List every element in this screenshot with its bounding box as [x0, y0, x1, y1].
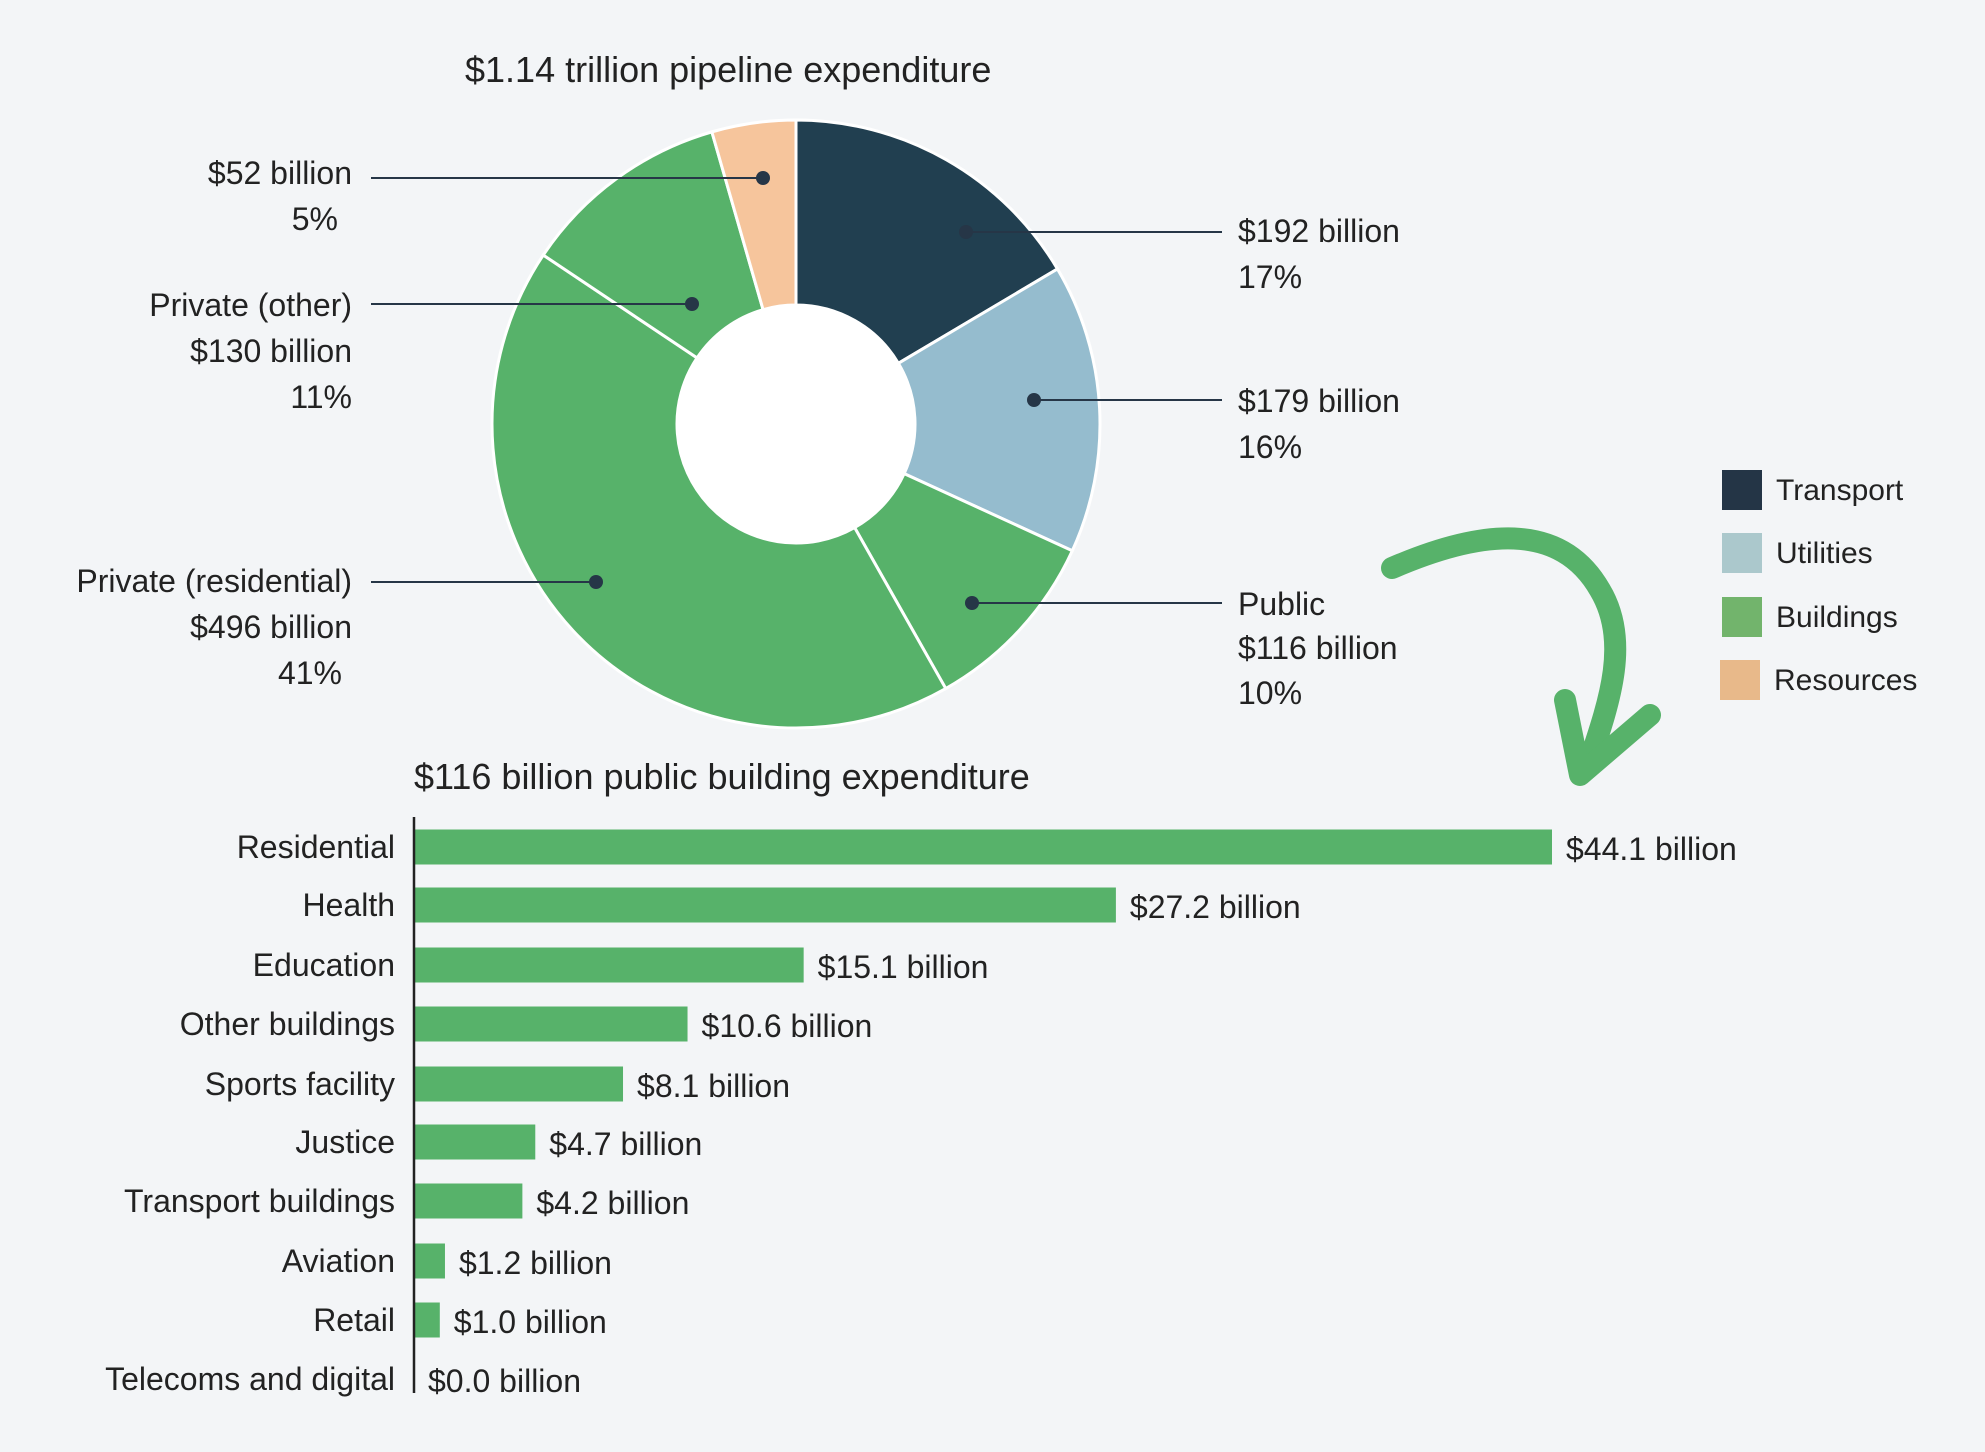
bar-value-label: $44.1 billion	[1566, 831, 1737, 867]
bar-value-label: $4.2 billion	[536, 1185, 690, 1221]
bar-category-label: Retail	[313, 1302, 395, 1338]
leader-dot-1	[1027, 393, 1041, 407]
label-private-other-value: $130 billion	[190, 333, 352, 369]
bar-5	[414, 1124, 536, 1160]
label-resources-value: $52 billion	[207, 155, 352, 191]
bar-3	[414, 1006, 688, 1042]
legend-label-buildings: Buildings	[1776, 601, 1898, 634]
legend-swatch-transport	[1722, 470, 1762, 510]
bar-category-label: Aviation	[281, 1243, 395, 1279]
legend-swatch-resources	[1720, 660, 1760, 700]
bar-7	[414, 1243, 445, 1279]
label-public-name: Public	[1238, 586, 1326, 622]
curved-arrow-icon	[1381, 527, 1627, 771]
legend-label-resources: Resources	[1774, 664, 1918, 697]
label-transport-pct: 17%	[1238, 259, 1303, 295]
arrow-head-icon	[1554, 689, 1661, 786]
bar-4	[414, 1066, 624, 1102]
donut-slice-5	[709, 118, 798, 312]
label-private-other-name: Private (other)	[149, 287, 352, 323]
label-private-res-value: $496 billion	[190, 609, 352, 645]
donut-slice-0	[794, 118, 1060, 366]
bar-category-label: Justice	[295, 1124, 395, 1160]
label-public-value: $116 billion	[1238, 630, 1398, 666]
bar-8	[414, 1302, 440, 1338]
bar-0	[414, 829, 1552, 865]
leader-dot-3	[589, 575, 603, 589]
label-resources-pct: 5%	[291, 201, 338, 237]
leader-dot-2	[965, 596, 979, 610]
bar-6	[414, 1183, 523, 1219]
label-private-res-name: Private (residential)	[76, 563, 352, 599]
legend-swatch-utilities	[1722, 533, 1762, 573]
bar-category-label: Sports facility	[204, 1066, 395, 1102]
label-transport-value: $192 billion	[1238, 213, 1400, 249]
bar-category-label: Residential	[236, 829, 395, 865]
donut-slice-2	[852, 471, 1075, 691]
legend-swatch-buildings	[1722, 597, 1762, 637]
leader-dot-4	[685, 297, 699, 311]
bar-1	[414, 887, 1116, 923]
bar-value-label: $15.1 billion	[817, 949, 989, 985]
leader-dot-0	[959, 225, 973, 239]
donut-slice-4	[541, 130, 765, 360]
label-public-pct: 10%	[1238, 675, 1303, 711]
bar-2	[414, 947, 804, 983]
bar-value-label: $10.6 billion	[701, 1008, 873, 1044]
bar-value-label: $27.2 billion	[1129, 889, 1301, 925]
bar-value-label: $4.7 billion	[549, 1126, 703, 1162]
leader-dot-5	[756, 171, 770, 185]
legend-label-transport: Transport	[1776, 474, 1904, 507]
bar-value-label: $0.0 billion	[428, 1363, 581, 1399]
label-private-other-pct: 11%	[290, 379, 352, 415]
label-utilities-value: $179 billion	[1238, 383, 1400, 419]
bar-title: $116 billion public building expenditure	[414, 756, 1030, 797]
donut-slice-3	[490, 252, 948, 730]
bar-category-label: Education	[252, 947, 395, 983]
donut-hole	[678, 306, 914, 542]
bar-category-label: Transport buildings	[124, 1183, 395, 1219]
donut-slice-1	[896, 266, 1102, 553]
bar-category-label: Health	[302, 887, 396, 923]
donut-title: $1.14 trillion pipeline expenditure	[465, 49, 992, 90]
bar-value-label: $1.0 billion	[453, 1304, 607, 1340]
bar-category-label: Telecoms and digital	[105, 1361, 395, 1397]
label-private-res-pct: 41%	[277, 655, 342, 691]
bar-value-label: $1.2 billion	[458, 1245, 612, 1281]
bar-value-label: $8.1 billion	[637, 1068, 791, 1104]
bar-category-label: Other buildings	[179, 1006, 395, 1042]
label-utilities-pct: 16%	[1238, 429, 1303, 465]
legend-label-utilities: Utilities	[1776, 537, 1873, 570]
